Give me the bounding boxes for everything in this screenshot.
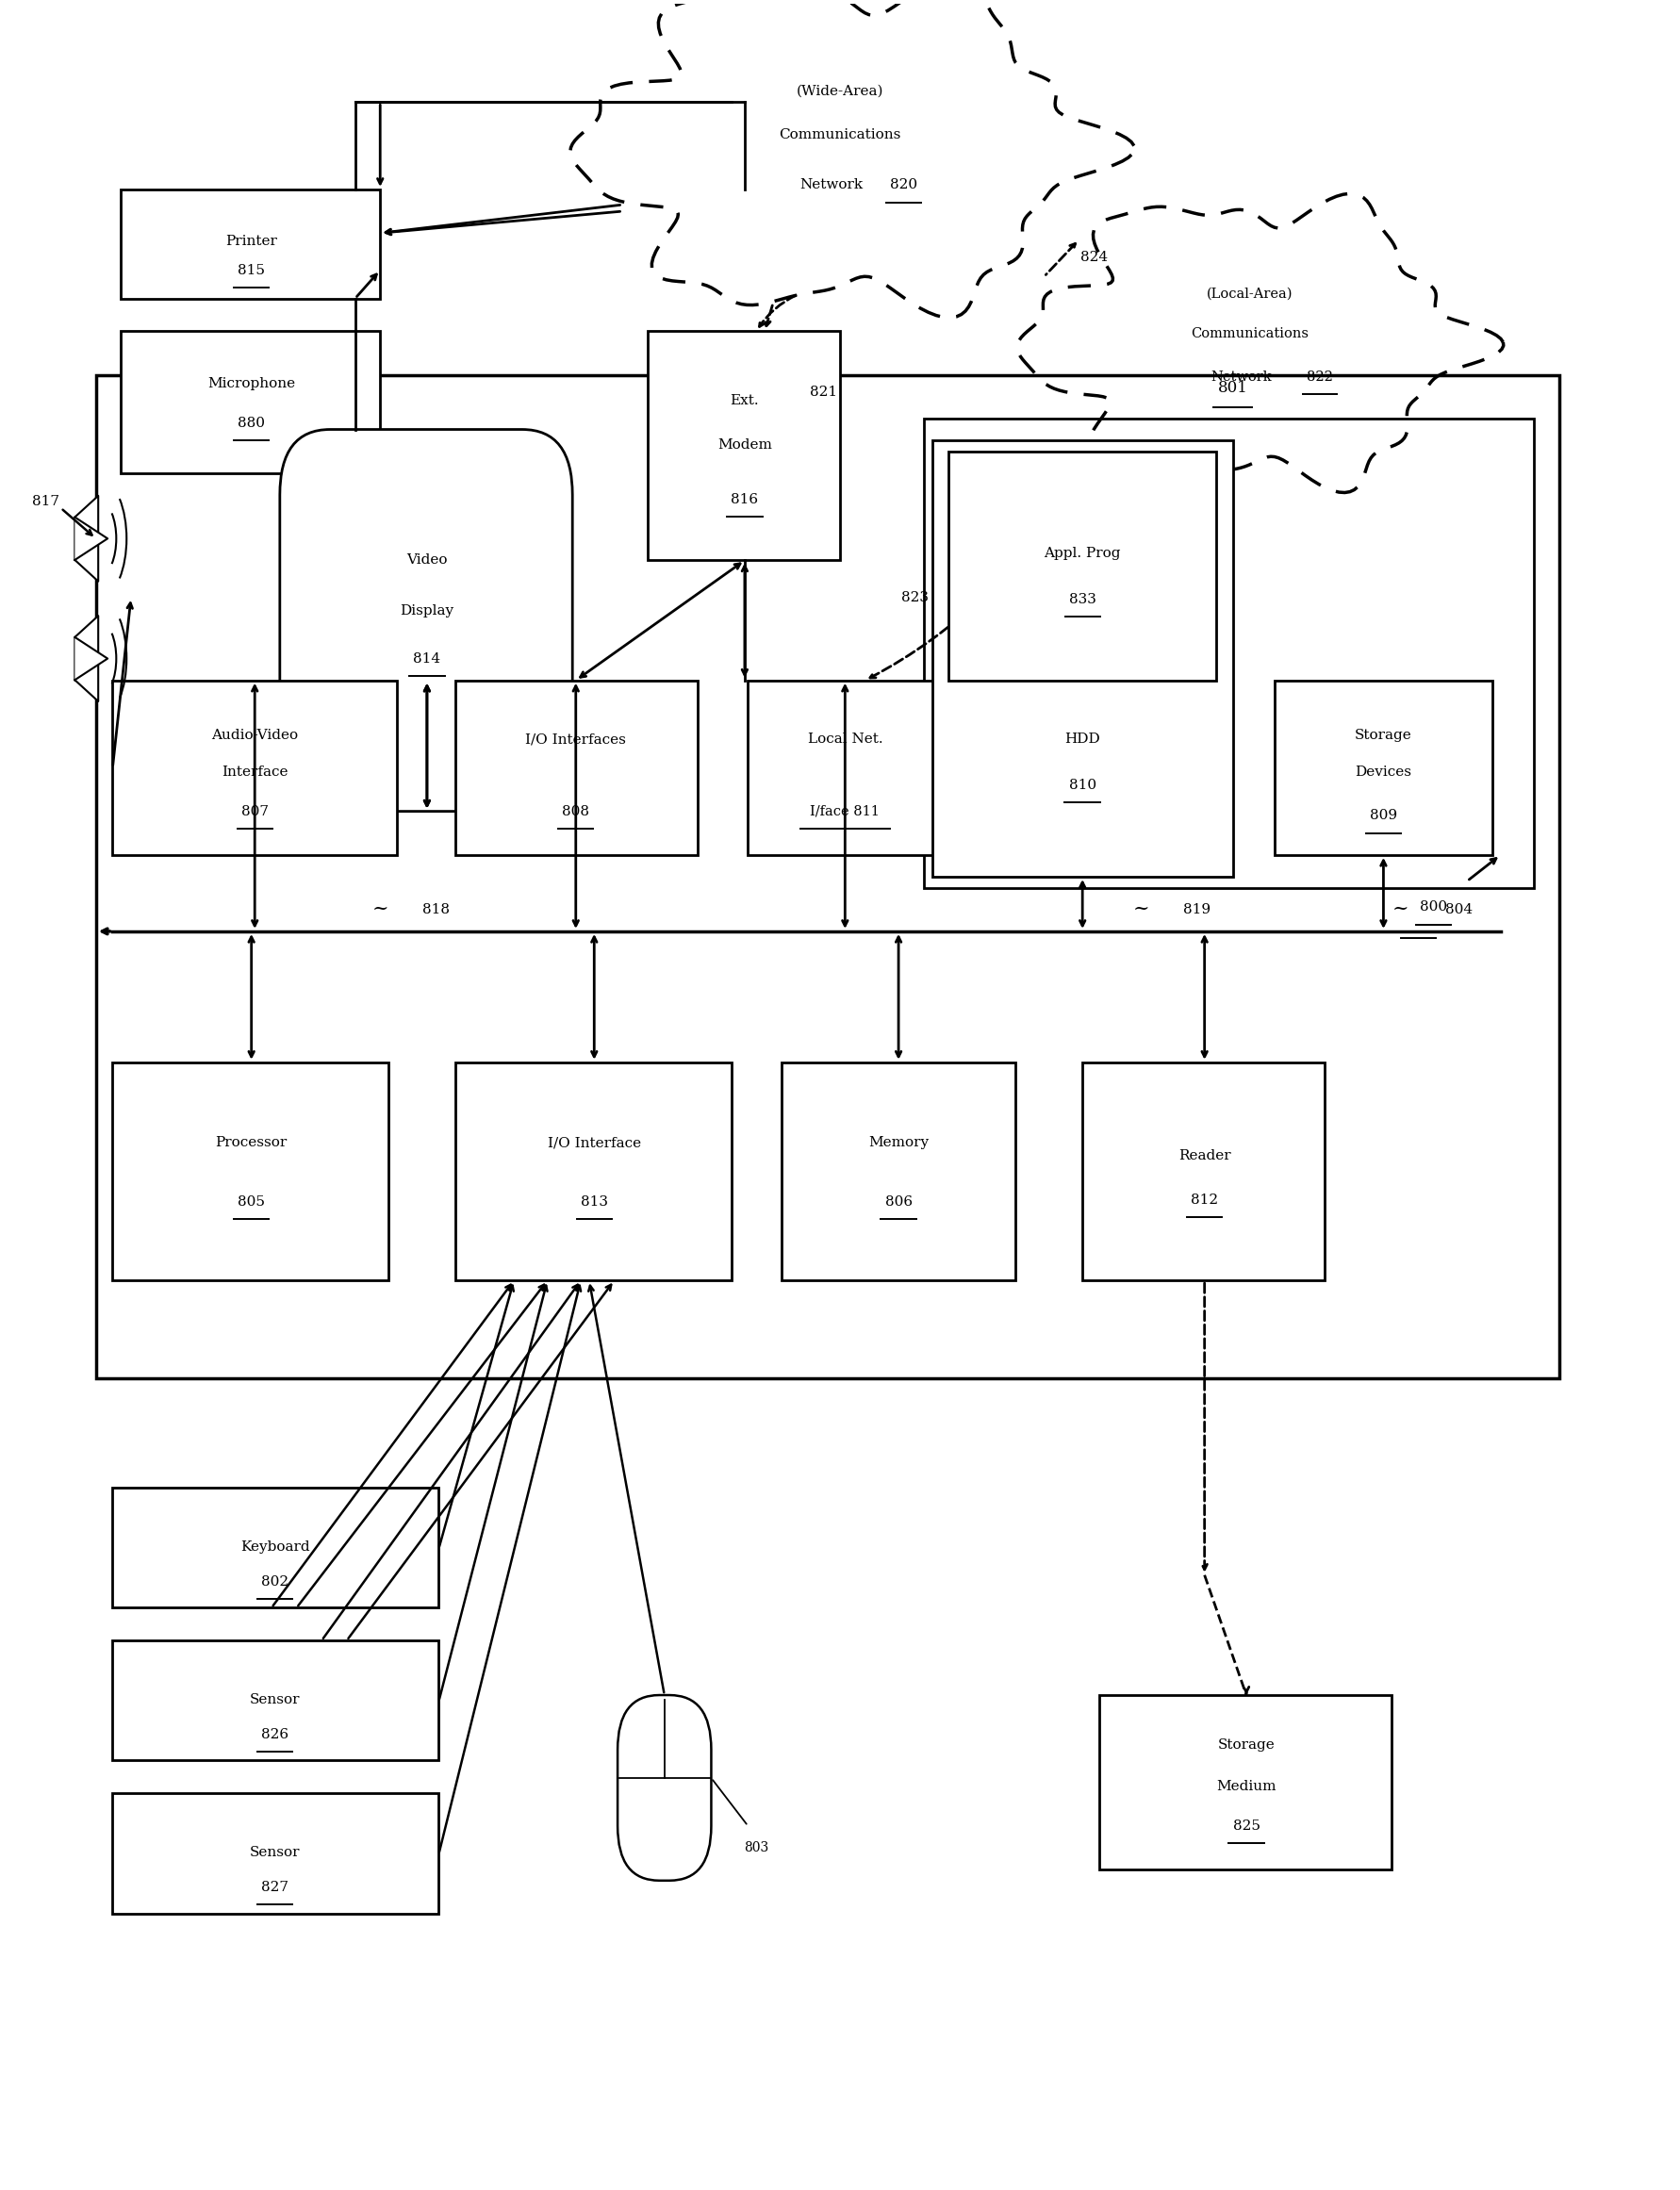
Text: Modem: Modem (717, 438, 773, 451)
FancyBboxPatch shape (748, 681, 941, 854)
Text: Sensor: Sensor (250, 1846, 301, 1859)
Text: Microphone: Microphone (208, 377, 296, 390)
Text: 819: 819 (1183, 902, 1210, 915)
FancyBboxPatch shape (1099, 1695, 1391, 1870)
Text: I/O Interfaces: I/O Interfaces (526, 734, 627, 747)
Text: (Local-Area): (Local-Area) (1206, 287, 1294, 300)
FancyBboxPatch shape (1082, 1062, 1326, 1281)
Text: Audio-Video: Audio-Video (212, 729, 297, 742)
FancyBboxPatch shape (96, 374, 1559, 1380)
Text: 818: 818 (422, 902, 449, 915)
Text: ~: ~ (1132, 900, 1149, 918)
Text: Network: Network (800, 177, 864, 193)
Text: 816: 816 (731, 493, 758, 506)
Text: 825: 825 (1233, 1820, 1260, 1833)
Text: 822: 822 (1307, 370, 1332, 383)
Text: Appl. Prog: Appl. Prog (1043, 548, 1121, 561)
Text: Storage: Storage (1354, 729, 1413, 742)
Text: 801: 801 (1218, 381, 1248, 396)
FancyBboxPatch shape (1275, 681, 1492, 854)
Polygon shape (76, 517, 108, 561)
Text: 807: 807 (240, 804, 269, 817)
FancyBboxPatch shape (455, 681, 697, 854)
FancyBboxPatch shape (949, 451, 1216, 681)
Text: ~: ~ (371, 900, 388, 918)
Text: 814: 814 (413, 653, 440, 666)
Text: 800: 800 (1420, 900, 1448, 913)
Text: I/O Interface: I/O Interface (548, 1137, 642, 1150)
Text: 810: 810 (1068, 777, 1095, 793)
Text: 812: 812 (1191, 1194, 1218, 1207)
FancyBboxPatch shape (781, 1062, 1016, 1281)
Text: 804: 804 (1445, 902, 1472, 915)
Text: Storage: Storage (1218, 1739, 1275, 1752)
Text: Devices: Devices (1356, 766, 1411, 780)
Text: Processor: Processor (215, 1137, 287, 1150)
Text: 802: 802 (260, 1575, 289, 1588)
Polygon shape (76, 615, 97, 701)
Text: Local Net.: Local Net. (808, 734, 882, 747)
Text: Interface: Interface (222, 766, 287, 780)
FancyBboxPatch shape (113, 1640, 438, 1761)
Text: 815: 815 (239, 263, 265, 276)
Text: 806: 806 (885, 1196, 912, 1209)
Text: 826: 826 (260, 1728, 289, 1741)
Text: ~: ~ (1393, 900, 1408, 918)
Text: Printer: Printer (225, 234, 277, 247)
FancyBboxPatch shape (924, 418, 1534, 887)
Text: 833: 833 (1068, 593, 1095, 607)
FancyBboxPatch shape (113, 1062, 388, 1281)
Text: Network: Network (1211, 370, 1272, 383)
Text: 823: 823 (902, 591, 929, 604)
Polygon shape (76, 637, 108, 679)
Text: Reader: Reader (1178, 1150, 1231, 1163)
Text: Video: Video (407, 554, 447, 567)
Text: 805: 805 (239, 1196, 265, 1209)
Text: Communications: Communications (780, 129, 900, 142)
Text: Ext.: Ext. (731, 394, 759, 407)
Polygon shape (76, 495, 97, 580)
FancyBboxPatch shape (113, 681, 396, 854)
Text: 808: 808 (563, 804, 590, 817)
Text: HDD: HDD (1065, 734, 1100, 747)
Text: Keyboard: Keyboard (240, 1540, 309, 1553)
FancyBboxPatch shape (113, 1794, 438, 1914)
Text: 824: 824 (1080, 250, 1107, 263)
Text: 827: 827 (260, 1881, 289, 1894)
FancyBboxPatch shape (113, 1487, 438, 1607)
Text: 803: 803 (744, 1842, 769, 1855)
Text: Medium: Medium (1216, 1780, 1277, 1794)
Text: I/face 811: I/face 811 (810, 804, 880, 817)
Text: 813: 813 (581, 1196, 608, 1209)
FancyBboxPatch shape (281, 429, 573, 810)
Text: (Wide-Area): (Wide-Area) (796, 85, 884, 99)
FancyBboxPatch shape (618, 1695, 711, 1881)
Text: 817: 817 (32, 495, 59, 508)
Text: Communications: Communications (1191, 326, 1309, 339)
Text: Display: Display (400, 604, 454, 618)
Text: 880: 880 (239, 416, 265, 429)
Text: 809: 809 (1369, 808, 1398, 821)
FancyBboxPatch shape (455, 1062, 731, 1281)
FancyBboxPatch shape (121, 331, 380, 473)
Text: 821: 821 (810, 385, 837, 399)
FancyBboxPatch shape (648, 331, 840, 561)
FancyBboxPatch shape (932, 440, 1233, 876)
Text: 820: 820 (890, 177, 917, 193)
Text: Sensor: Sensor (250, 1693, 301, 1706)
FancyBboxPatch shape (121, 188, 380, 298)
Text: Memory: Memory (869, 1137, 929, 1150)
